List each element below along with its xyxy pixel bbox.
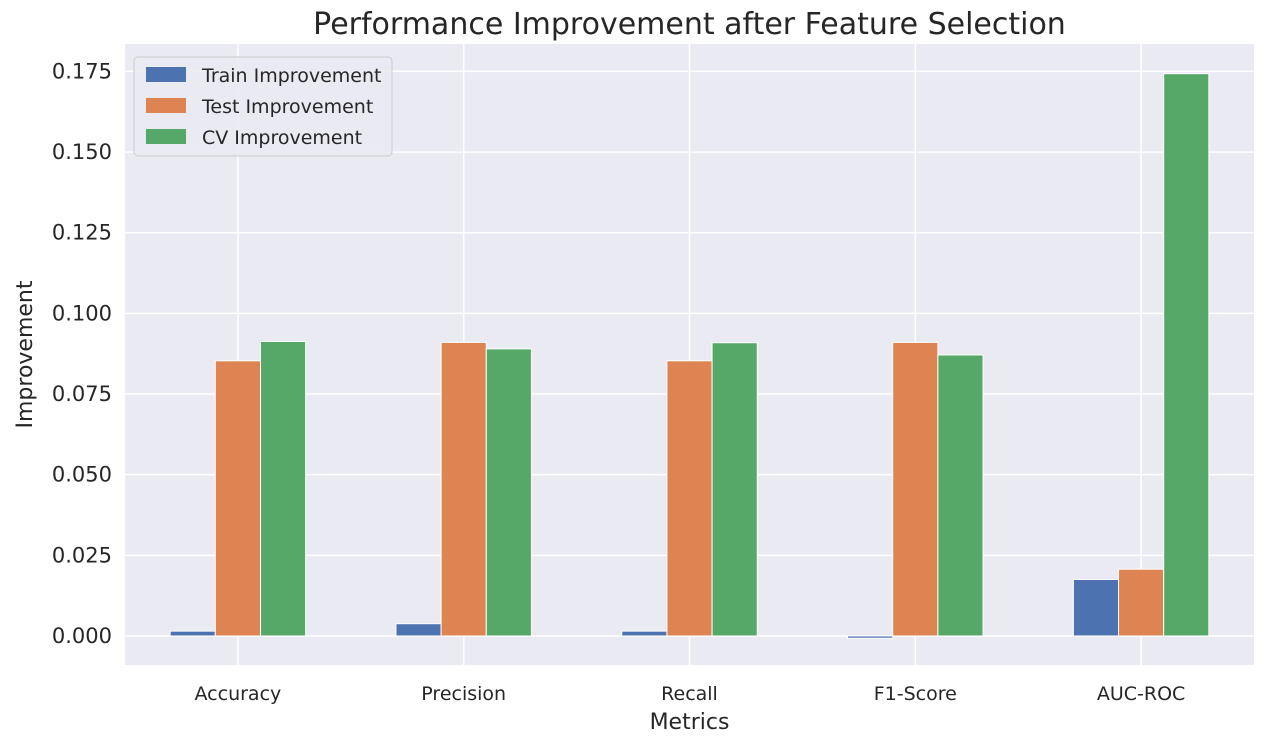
y-tick-labels: 0.000 0.025 0.050 0.075 0.100 0.125 0.150 0.175 [52, 59, 112, 648]
bar-test-improvement-accuracy [214, 360, 261, 637]
bar-test-improvement-f1-score [892, 341, 939, 637]
x-tick-labels: Accuracy Precision Recall F1-Score AUC-ROC [195, 683, 1186, 705]
legend-swatch [146, 129, 186, 144]
bar-train-improvement-accuracy [169, 630, 216, 637]
x-tick-label: Recall [661, 683, 718, 705]
y-tick-label: 0.050 [52, 463, 112, 487]
chart-title: Performance Improvement after Feature Se… [313, 7, 1066, 42]
grid-lines [125, 44, 1254, 665]
bar-cv-improvement-precision [485, 348, 532, 637]
y-tick-label: 0.100 [52, 301, 112, 325]
bar-train-improvement-precision [395, 623, 442, 637]
bar-cv-improvement-accuracy [259, 340, 307, 637]
y-tick-label: 0.025 [52, 543, 112, 567]
legend-label: Train Improvement [201, 65, 381, 87]
x-tick-label: AUC-ROC [1097, 683, 1185, 705]
bar-train-improvement-auc-roc [1072, 579, 1120, 637]
legend-swatch [146, 67, 186, 82]
x-tick-label: F1-Score [874, 683, 957, 705]
bar-train-improvement-recall [621, 630, 668, 637]
x-axis-label: Metrics [650, 710, 730, 735]
legend: Train Improvement Test Improvement CV Impr… [133, 56, 393, 157]
bar-cv-improvement-f1-score [937, 354, 984, 637]
y-tick-label: 0.000 [52, 624, 112, 648]
y-axis-label: Improvement [13, 280, 38, 428]
y-tick-label: 0.075 [52, 382, 112, 406]
bar-cv-improvement-recall [711, 342, 758, 637]
x-tick-label: Accuracy [195, 683, 282, 705]
x-tick-label: Precision [421, 683, 506, 705]
bar-test-improvement-auc-roc [1118, 568, 1165, 637]
bar-test-improvement-recall [666, 360, 713, 637]
legend-swatch [146, 98, 186, 113]
bar-test-improvement-precision [440, 341, 487, 637]
y-tick-label: 0.150 [52, 140, 112, 164]
y-tick-label: 0.175 [52, 59, 112, 83]
legend-label: Test Improvement [201, 96, 373, 118]
legend-box [133, 56, 393, 157]
legend-label: CV Improvement [202, 127, 362, 149]
bar-cv-improvement-auc-roc [1163, 73, 1210, 637]
bars [169, 73, 1210, 639]
bar-train-improvement-f1-score [847, 635, 894, 639]
y-tick-label: 0.125 [52, 221, 112, 245]
